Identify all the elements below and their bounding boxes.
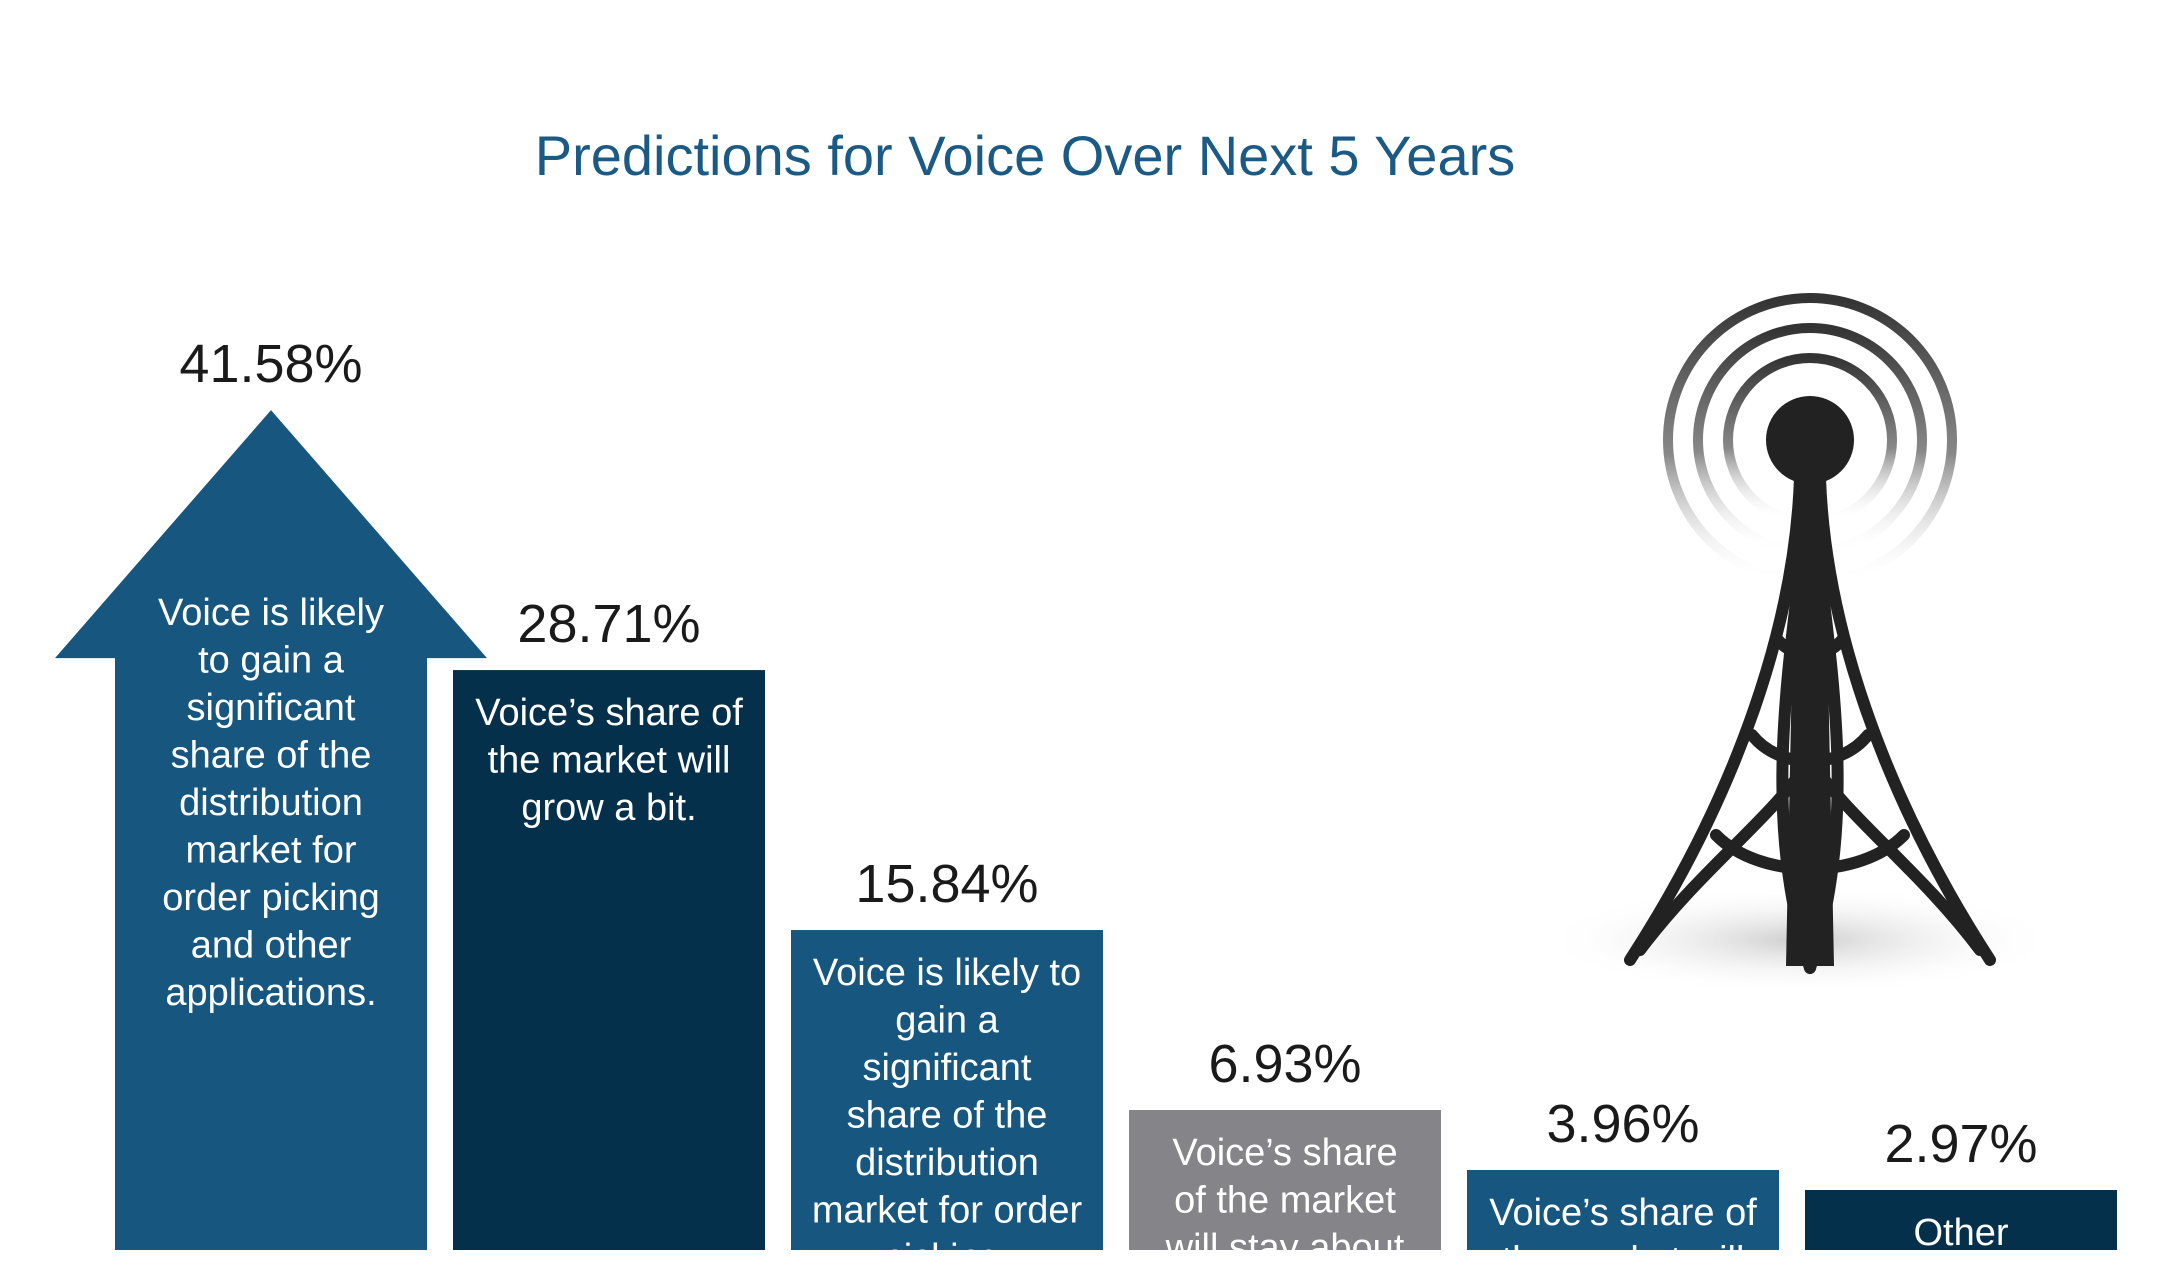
category-label-1: Voice’s share of the market will grow a bi… <box>475 692 743 829</box>
bar-3 <box>1129 1110 1441 1250</box>
category-label-2: Voice is likely to gain a significant share… <box>812 952 1083 1279</box>
category-label-line: to gain a <box>198 640 345 682</box>
chart-title: Predictions for Voice Over Next 5 Years <box>535 124 1516 187</box>
value-label-2: 15.84% <box>855 854 1038 914</box>
category-label-line: market for order <box>812 1190 1083 1232</box>
category-label-line: Voice’s share of <box>1489 1192 1757 1234</box>
radio-tower-icon <box>1540 293 2060 995</box>
category-label-line: grow a bit. <box>521 787 696 829</box>
category-label-line: Voice is likely to <box>813 952 1081 994</box>
tower-antenna-ball <box>1766 396 1854 484</box>
category-label-line: distribution <box>179 782 363 824</box>
category-label-line: the market will <box>488 740 731 782</box>
category-label-line: of the market <box>1174 1180 1396 1222</box>
category-label-0: Voice is likely to gain a significant share… <box>158 592 384 1014</box>
bars-group: 41.58% Voice is likely to gain a significan… <box>55 334 2117 1286</box>
category-label-line: applications. <box>165 972 376 1014</box>
category-label-5: Other <box>1913 1212 2008 1254</box>
category-label-line: order picking <box>162 877 380 919</box>
category-label-line: significant <box>187 687 356 729</box>
value-label-4: 3.96% <box>1546 1094 1699 1154</box>
value-label-0: 41.58% <box>179 334 362 394</box>
category-label-line: market for <box>185 830 356 872</box>
bar-1 <box>453 670 765 1250</box>
category-label-line: where it is now. <box>1154 1275 1415 1286</box>
category-label-line: and other <box>191 925 352 967</box>
category-label-line: gain a <box>895 1000 999 1042</box>
bar-4 <box>1467 1170 1779 1250</box>
category-label-line: Other <box>1913 1212 2008 1254</box>
value-label-1: 28.71% <box>517 594 700 654</box>
category-label-3: Voice’s share of the market will stay abou… <box>1154 1132 1415 1286</box>
category-label-line: will stay about <box>1165 1227 1405 1269</box>
category-label-line: distribution <box>855 1142 1039 1184</box>
category-label-line: picking. <box>883 1237 1012 1279</box>
tower-mast <box>1786 470 1834 966</box>
category-label-line: Voice’s share of <box>475 692 743 734</box>
category-label-line: share of the <box>171 735 372 777</box>
bar-2 <box>791 930 1103 1250</box>
category-label-line: Voice’s share <box>1172 1132 1397 1174</box>
category-label-line: the market will <box>1502 1240 1745 1282</box>
value-label-5: 2.97% <box>1884 1114 2037 1174</box>
value-label-3: 6.93% <box>1208 1034 1361 1094</box>
category-label-line: significant <box>863 1047 1032 1089</box>
category-label-line: Voice is likely <box>158 592 384 634</box>
category-label-line: share of the <box>847 1095 1048 1137</box>
bar-arrow-0 <box>55 410 487 1251</box>
bar-5 <box>1805 1190 2117 1250</box>
